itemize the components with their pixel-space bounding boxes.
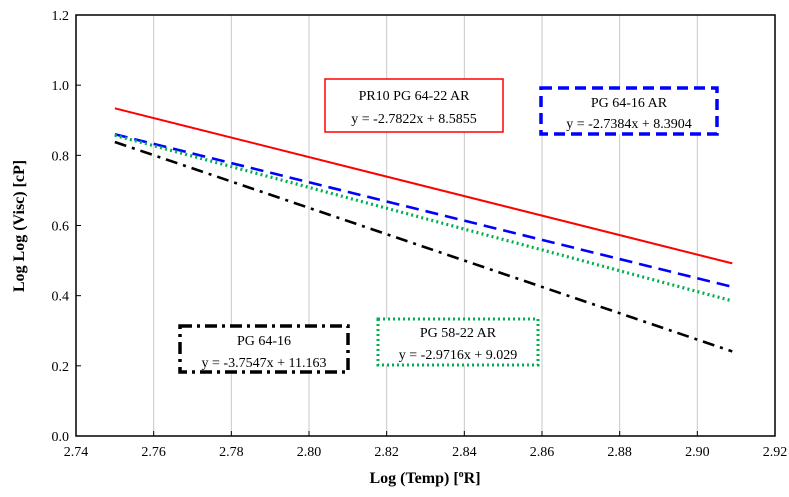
annotation-pg58-22-ar: PG 58-22 AR y = -2.9716x + 9.029 xyxy=(376,317,540,367)
y-tick-label: 0.2 xyxy=(52,360,70,375)
x-axis-title: Log (Temp) [oR] xyxy=(369,469,480,487)
x-axis-ticks: 2.74 2.76 2.78 2.80 2.82 2.84 2.86 2.88 2.90 2.92 xyxy=(64,431,788,460)
series-line-1 xyxy=(114,133,733,289)
x-tick-label: 2.76 xyxy=(141,445,166,460)
x-tick-label: 2.74 xyxy=(64,445,89,460)
y-tick-label: 0.6 xyxy=(52,220,70,235)
annotation-pg64-16-ar: PG 64-16 AR y = -2.7384x + 8.3904 xyxy=(539,86,719,136)
series-lines xyxy=(114,107,733,353)
y-tick-label: 1.2 xyxy=(52,9,70,24)
annotation-equation: y = -2.7384x + 8.3904 xyxy=(566,117,691,132)
y-tick-label: 0.8 xyxy=(52,149,70,164)
annotation-series-name: PG 64-16 AR xyxy=(591,96,668,111)
x-tick-label: 2.90 xyxy=(685,445,710,460)
x-tick-label: 2.78 xyxy=(219,445,244,460)
annotation-equation: y = -3.7547x + 11.163 xyxy=(202,356,327,371)
y-axis-ticks: 0.0 0.2 0.4 0.6 0.8 1.0 1.2 xyxy=(52,9,81,445)
x-tick-label: 2.84 xyxy=(452,445,477,460)
x-tick-label: 2.86 xyxy=(530,445,555,460)
series-line-3 xyxy=(114,140,733,353)
x-tick-label: 2.82 xyxy=(374,445,399,460)
x-tick-label: 2.80 xyxy=(297,445,322,460)
y-tick-label: 0.4 xyxy=(52,290,70,305)
series-line-0 xyxy=(114,107,733,265)
annotation-series-name: PR10 PG 64-22 AR xyxy=(359,89,471,104)
annotation-pr10-pg64-22-ar: PR10 PG 64-22 AR y = -2.7822x + 8.5855 xyxy=(324,78,504,133)
annotation-equation: y = -2.9716x + 9.029 xyxy=(399,348,517,363)
annotation-series-name: PG 58-22 AR xyxy=(420,326,497,341)
annotation-series-name: PG 64-16 xyxy=(237,334,291,349)
x-tick-label: 2.88 xyxy=(607,445,632,460)
annotation-equation: y = -2.7822x + 8.5855 xyxy=(351,112,476,127)
annotation-box xyxy=(324,78,504,133)
annotation-box xyxy=(376,317,540,367)
y-tick-label: 0.0 xyxy=(52,430,70,445)
x-tick-label: 2.92 xyxy=(763,445,788,460)
annotation-box xyxy=(178,324,350,374)
annotation-box xyxy=(539,86,719,136)
y-tick-label: 1.0 xyxy=(52,79,70,94)
series-line-2 xyxy=(114,133,733,303)
y-axis-title: Log Log (Visc) [cP] xyxy=(11,160,28,292)
annotation-pg64-16: PG 64-16 y = -3.7547x + 11.163 xyxy=(178,324,350,374)
